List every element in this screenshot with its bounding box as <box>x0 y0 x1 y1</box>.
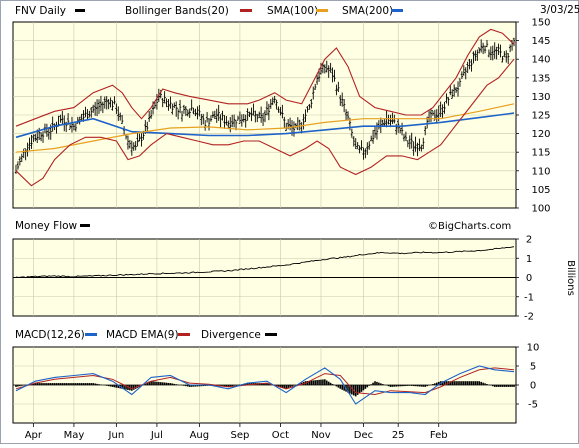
money-flow-y-tick-label: 2 <box>526 235 532 246</box>
money-flow-lines <box>15 246 515 279</box>
legend-sma100-swatch <box>316 9 328 12</box>
legend-sma200-swatch <box>391 9 403 12</box>
price-y-tick-label: 115 <box>531 148 550 159</box>
x-axis-month-label: Jun <box>108 430 125 441</box>
macd-y-tick-label: 10 <box>527 343 540 354</box>
price-y-tick-label: 110 <box>531 166 550 177</box>
sma100-line <box>15 103 515 153</box>
price-y-tick-label: 105 <box>531 185 550 196</box>
money-flow-unit: Billions <box>565 260 576 296</box>
price-y-tick-label: 125 <box>531 111 550 122</box>
price-lines <box>15 28 515 187</box>
x-axis: Apr May Jun Jul Aug Sep Oct Nov Dec 25 Feb <box>25 423 448 441</box>
x-axis-month-label: Apr <box>25 430 43 441</box>
macd-histogram <box>15 379 515 397</box>
price-grid <box>13 22 516 208</box>
macd-title: MACD(12,26) <box>15 329 85 341</box>
price-y-tick-label: 145 <box>531 36 550 47</box>
divergence-label: Divergence <box>201 329 261 341</box>
macd-panel: MACD(12,26) MACD EMA(9) Divergence 10 5 0 -… <box>12 329 539 424</box>
macd-y-tick-label: 5 <box>530 362 536 373</box>
money-flow-grid <box>13 239 516 316</box>
price-y-ticks: 150 145 140 135 130 125 120 115 110 105 100 <box>516 18 551 215</box>
x-axis-month-label: Oct <box>272 430 289 441</box>
sma200-line <box>15 112 515 139</box>
money-flow-y-tick-label: -2 <box>524 312 534 323</box>
macd-ema-label: MACD EMA(9) <box>106 329 179 341</box>
x-axis-month-label: Aug <box>190 430 210 441</box>
price-y-tick-label: 140 <box>531 55 550 66</box>
divergence-swatch <box>265 333 277 336</box>
money-flow-swatch <box>80 224 90 227</box>
price-y-tick-label: 130 <box>531 92 550 103</box>
watermark: ©BigCharts.com <box>428 221 511 232</box>
x-axis-month-label: 25 <box>392 430 405 441</box>
macd-lines <box>15 365 515 405</box>
legend-bollinger-swatch <box>240 9 252 12</box>
macd-line <box>15 365 515 405</box>
x-axis-month-label: May <box>64 430 85 441</box>
money-flow-y-tick-label: 1 <box>526 254 532 265</box>
price-title: FNV Daily <box>15 5 66 17</box>
legend-sma100-label: SMA(100) <box>267 5 318 17</box>
money-flow-line <box>15 246 515 279</box>
price-y-tick-label: 120 <box>531 129 550 140</box>
money-flow-panel: Money Flow ©BigCharts.com 2 1 0 -1 -2 Billio… <box>12 220 576 323</box>
money-flow-y-ticks: 2 1 0 -1 -2 <box>516 235 534 323</box>
price-panel: 150 145 140 135 130 125 120 115 110 105 100 FNV Da… <box>12 4 579 215</box>
macd-y-ticks: 10 5 0 -5 <box>516 343 539 411</box>
chart-date: 3/03/25 <box>540 4 579 16</box>
macd-ema-swatch <box>85 333 97 336</box>
bollinger-lower-line <box>15 58 515 187</box>
price-y-tick-label: 150 <box>531 18 550 29</box>
x-axis-month-label: Dec <box>354 430 373 441</box>
bollinger-upper-line <box>15 28 515 127</box>
money-flow-title: Money Flow <box>15 220 78 232</box>
price-y-tick-label: 135 <box>531 73 550 84</box>
x-axis-month-label: Sep <box>230 430 249 441</box>
macd-y-tick-label: -5 <box>528 400 538 411</box>
price-title-swatch <box>75 9 85 12</box>
legend-bollinger-label: Bollinger Bands(20) <box>125 5 229 17</box>
money-flow-y-tick-label: 0 <box>526 273 532 284</box>
x-axis-month-label: Jul <box>150 430 163 441</box>
macd-signal-swatch <box>178 333 190 336</box>
macd-y-tick-label: 0 <box>530 381 536 392</box>
x-axis-month-label: Feb <box>430 430 448 441</box>
x-axis-month-label: Nov <box>311 430 331 441</box>
money-flow-y-tick-label: -1 <box>524 292 534 303</box>
legend-sma200-label: SMA(200) <box>342 5 393 17</box>
price-y-tick-label: 100 <box>531 204 550 215</box>
